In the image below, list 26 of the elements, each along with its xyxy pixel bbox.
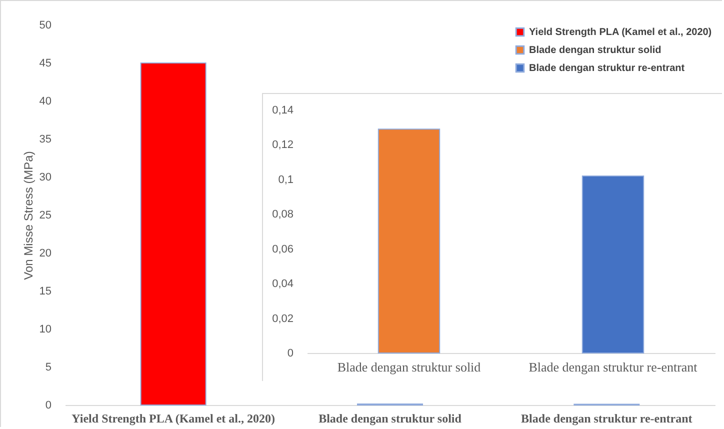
y-tick-label: 15 bbox=[39, 286, 52, 298]
y-tick-label: 0 bbox=[45, 400, 52, 412]
legend-label: Yield Strength PLA (Kamel et al., 2020) bbox=[529, 27, 712, 38]
legend-label: Blade dengan struktur solid bbox=[529, 45, 662, 56]
y-tick-label: 5 bbox=[45, 362, 52, 374]
x-tick-label: Blade dengan struktur solid bbox=[318, 412, 462, 426]
y-tick-label: 0,08 bbox=[272, 208, 294, 221]
y-tick-label: 30 bbox=[39, 172, 52, 184]
y-axis-title: Von Misse Stress (MPa) bbox=[21, 151, 36, 280]
legend-label: Blade dengan struktur re-entrant bbox=[529, 63, 686, 74]
y-tick-label: 0,06 bbox=[272, 243, 294, 256]
y-tick-label: 20 bbox=[39, 248, 52, 260]
y-tick-label: 0 bbox=[287, 348, 294, 360]
y-tick-label: 0,04 bbox=[272, 278, 294, 290]
y-tick-label: 35 bbox=[39, 134, 52, 146]
y-tick-label: 0,1 bbox=[278, 174, 294, 186]
y-tick-label: 25 bbox=[39, 210, 52, 222]
y-tick-label: 0,14 bbox=[272, 104, 294, 116]
y-tick-label: 10 bbox=[39, 324, 52, 336]
y-tick-label: 40 bbox=[39, 96, 52, 108]
y-tick-label: 0,02 bbox=[272, 312, 294, 325]
y-tick-label: 0,12 bbox=[272, 139, 294, 152]
y-tick-label: 50 bbox=[39, 20, 52, 32]
x-tick-label: Blade dengan struktur re-entrant bbox=[521, 412, 692, 426]
x-tick-label: Yield Strength PLA (Kamel et al., 2020) bbox=[72, 412, 275, 426]
y-tick-label: 45 bbox=[39, 58, 52, 70]
